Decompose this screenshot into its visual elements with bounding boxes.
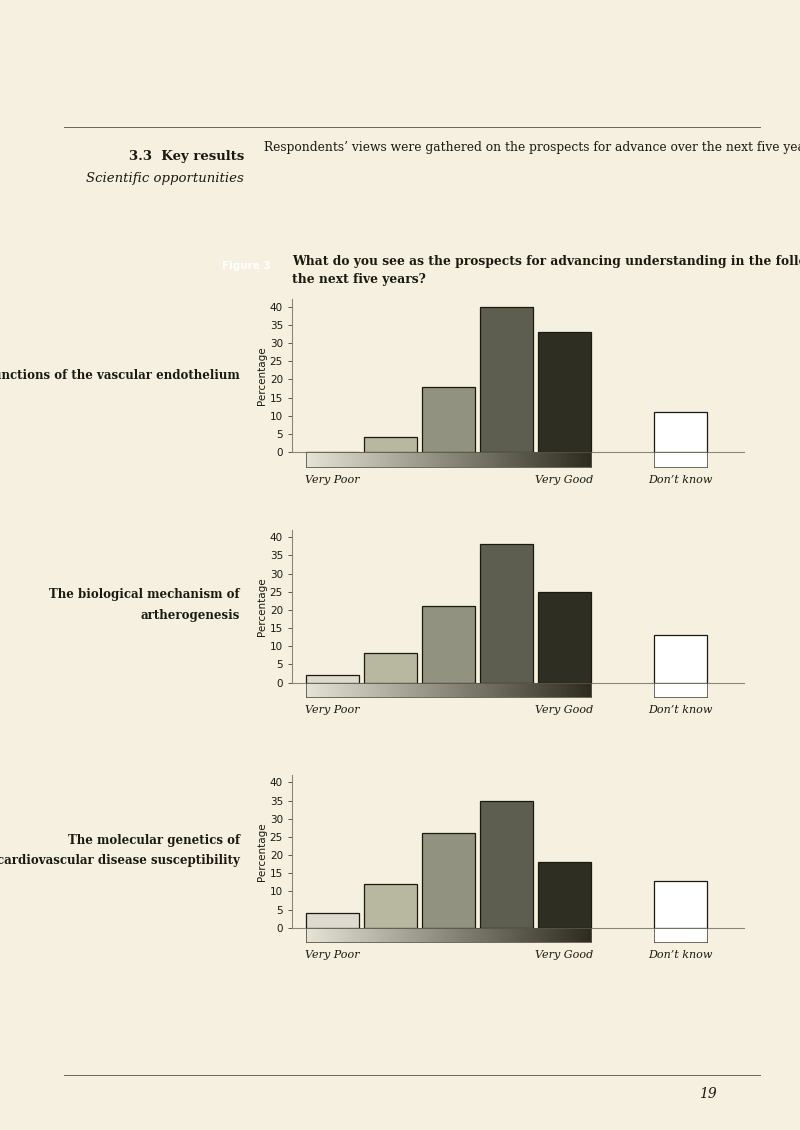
Bar bbox=[654, 635, 707, 683]
Text: 19: 19 bbox=[699, 1087, 717, 1101]
Text: Very Poor: Very Poor bbox=[306, 475, 360, 485]
Text: Very Poor: Very Poor bbox=[306, 705, 360, 715]
Bar bbox=[480, 306, 533, 452]
Text: Respondents’ views were gathered on the prospects for advance over the next five: Respondents’ views were gathered on the … bbox=[264, 141, 800, 155]
Text: The molecular genetics of: The molecular genetics of bbox=[68, 834, 240, 846]
Text: artherogenesis: artherogenesis bbox=[141, 609, 240, 622]
Text: 3.3  Key results: 3.3 Key results bbox=[129, 150, 244, 164]
Text: The biological mechanism of: The biological mechanism of bbox=[50, 589, 240, 601]
Text: Very Good: Very Good bbox=[535, 705, 594, 715]
Bar bbox=[480, 800, 533, 928]
Bar bbox=[480, 545, 533, 683]
Bar bbox=[422, 386, 475, 452]
Y-axis label: Percentage: Percentage bbox=[257, 823, 267, 880]
Bar bbox=[422, 606, 475, 683]
Y-axis label: Percentage: Percentage bbox=[257, 347, 267, 405]
Bar bbox=[538, 592, 591, 683]
Bar bbox=[538, 862, 591, 928]
Text: Very Good: Very Good bbox=[535, 475, 594, 485]
Text: Functions of the vascular endothelium: Functions of the vascular endothelium bbox=[0, 370, 240, 382]
Text: Very Good: Very Good bbox=[535, 950, 594, 960]
Text: cardiovascular disease susceptibility: cardiovascular disease susceptibility bbox=[0, 854, 240, 867]
Bar bbox=[306, 913, 359, 928]
Text: Very Poor: Very Poor bbox=[306, 950, 360, 960]
Text: Don’t know: Don’t know bbox=[648, 950, 713, 960]
Text: the next five years?: the next five years? bbox=[292, 273, 426, 287]
Bar bbox=[654, 412, 707, 452]
Bar bbox=[364, 437, 417, 452]
Bar bbox=[364, 653, 417, 683]
Text: What do you see as the prospects for advancing understanding in the following ar: What do you see as the prospects for adv… bbox=[292, 255, 800, 269]
Bar bbox=[422, 833, 475, 928]
Text: Figure 3: Figure 3 bbox=[222, 261, 270, 270]
Text: Don’t know: Don’t know bbox=[648, 705, 713, 715]
Bar bbox=[364, 884, 417, 928]
Bar bbox=[654, 880, 707, 928]
Text: Don’t know: Don’t know bbox=[648, 475, 713, 485]
Bar bbox=[306, 676, 359, 683]
Y-axis label: Percentage: Percentage bbox=[257, 577, 267, 635]
Text: Scientific opportunities: Scientific opportunities bbox=[86, 172, 244, 185]
Bar bbox=[538, 332, 591, 452]
